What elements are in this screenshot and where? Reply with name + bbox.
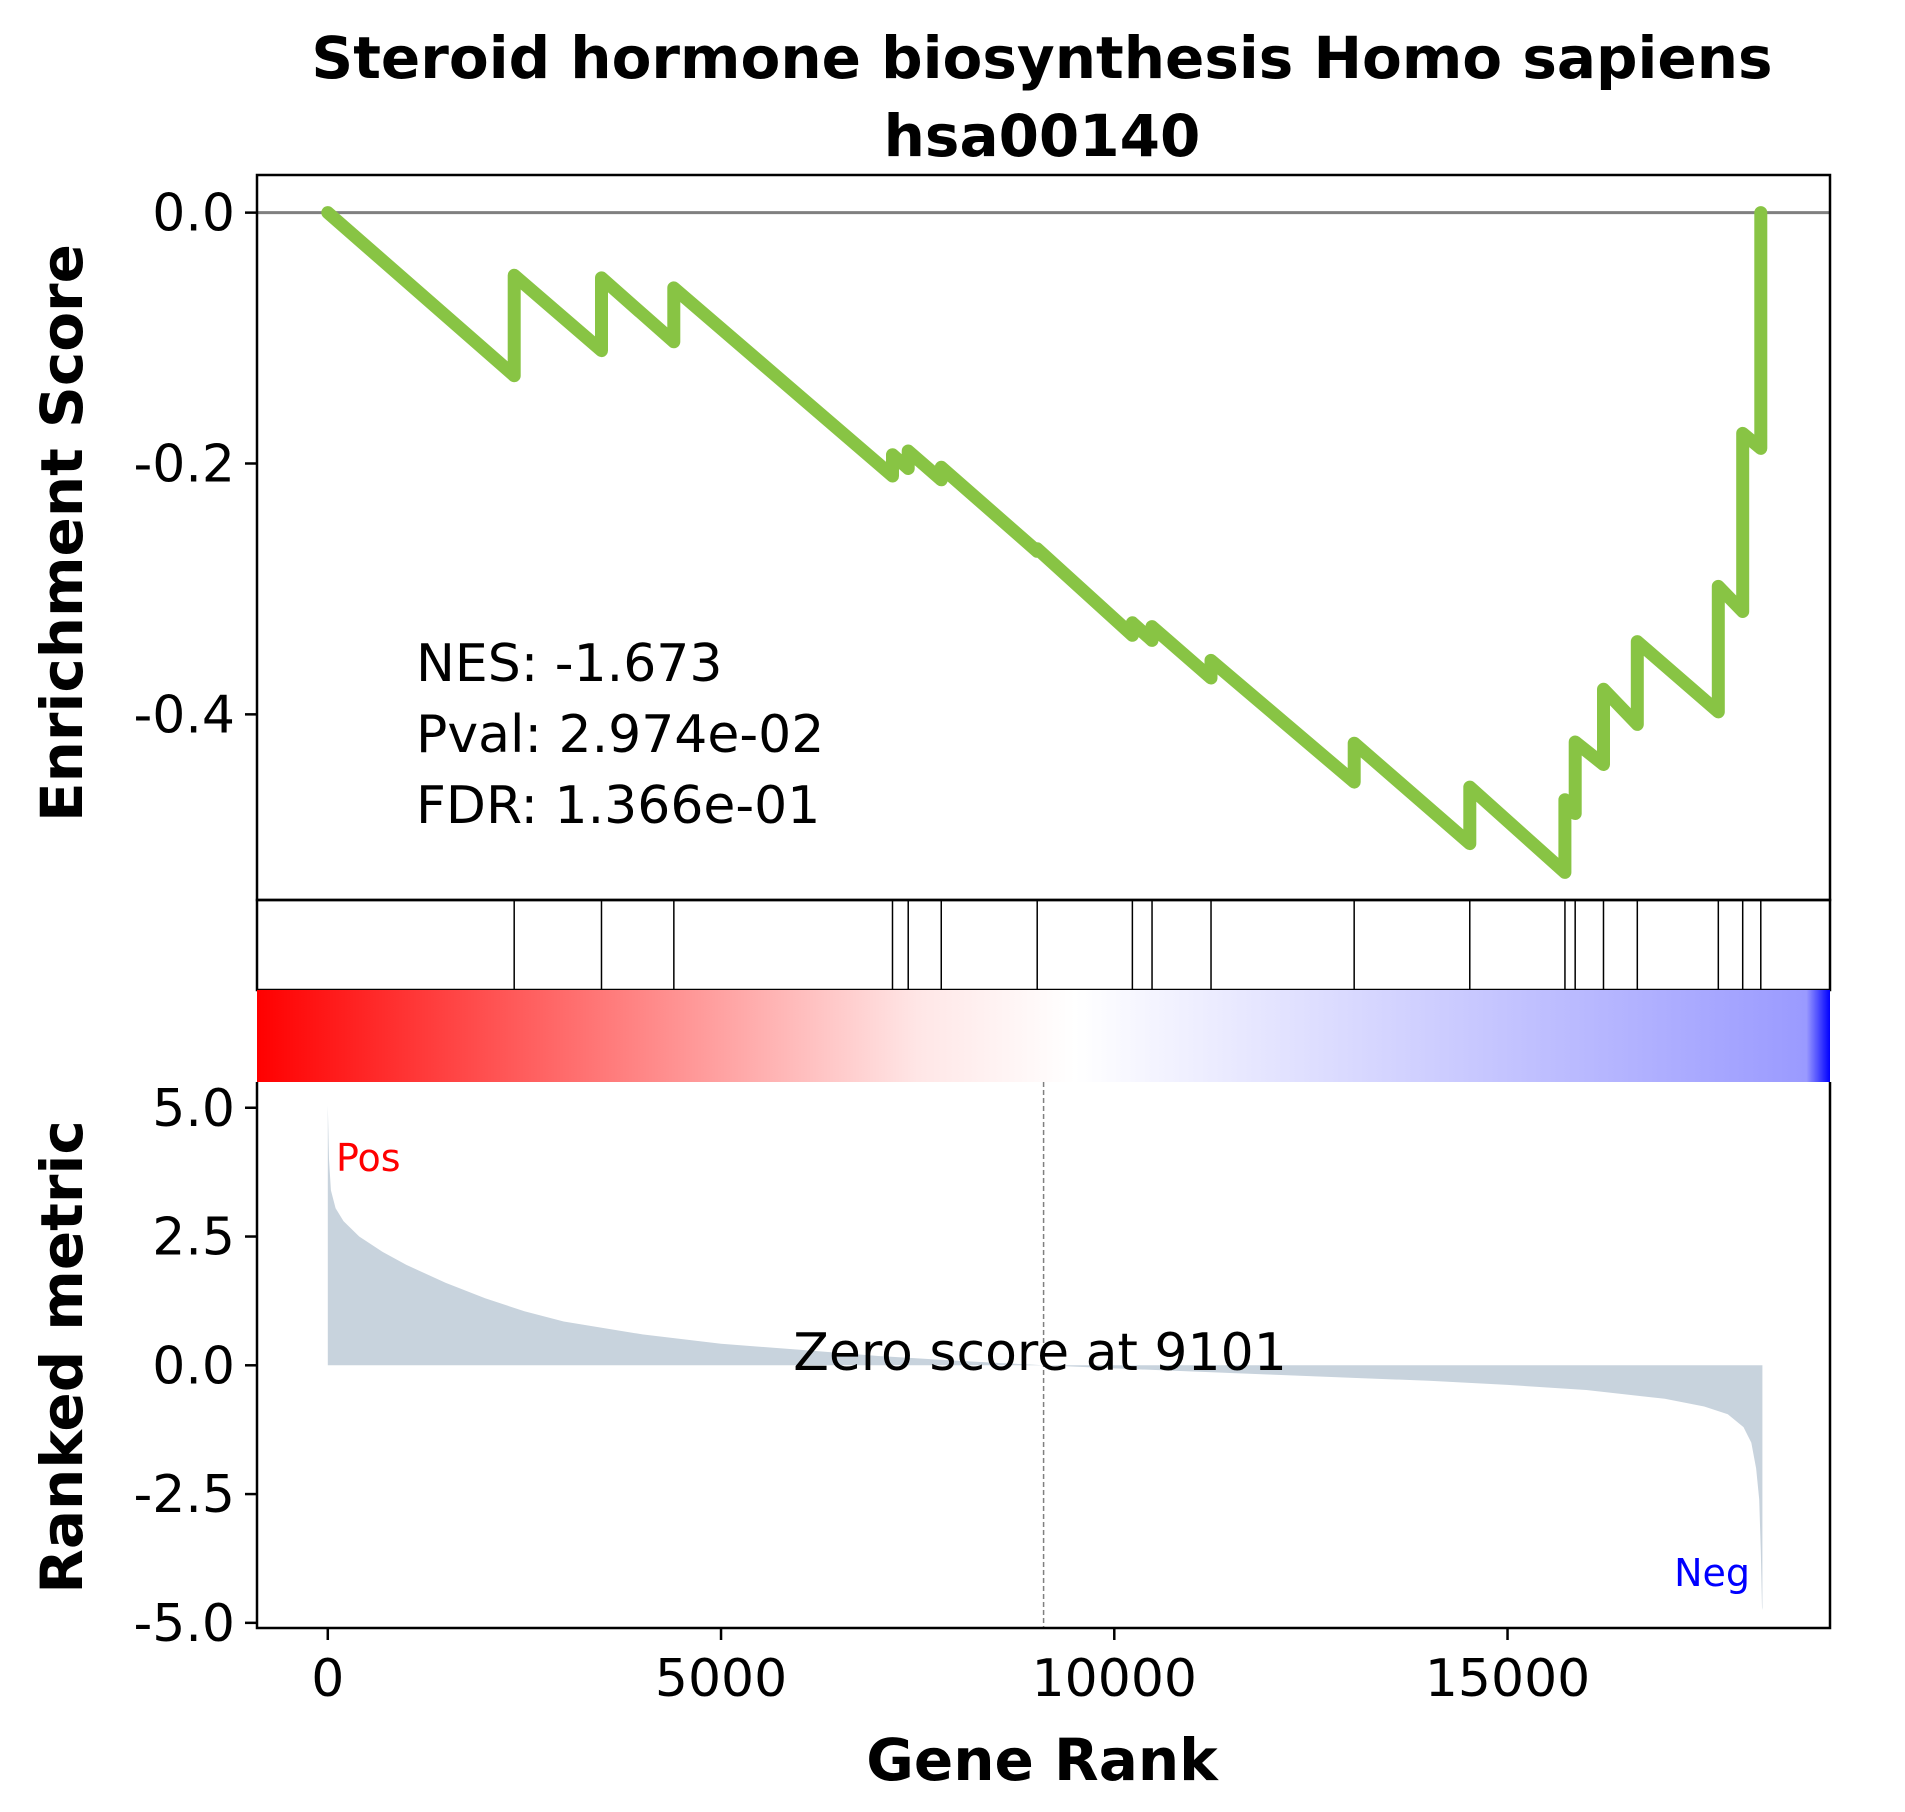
x-ticks: 0 5000 10000 15000 <box>311 1628 1590 1709</box>
rm-y-tick-label: -2.5 <box>134 1465 235 1525</box>
rm-y-ticks: 5.0 2.5 0.0 -2.5 -5.0 <box>134 1079 257 1654</box>
zero-score-label: Zero score at 9101 <box>793 1323 1287 1383</box>
rm-y-tick-label: -5.0 <box>134 1594 235 1654</box>
x-tick-label: 0 <box>311 1649 344 1709</box>
es-y-tick-label: 0.0 <box>152 184 235 244</box>
rm-panel-frame <box>255 1082 1832 1630</box>
hits-panel-frame <box>255 898 1832 992</box>
chart-title-line1: Steroid hormone biosynthesis Homo sapien… <box>311 24 1772 92</box>
es-y-tick-label: -0.4 <box>134 685 235 745</box>
enrichment-score-panel: 0.0-0.2-0.4 NES: -1.673 Pval: 2.974e-02 … <box>134 173 1832 902</box>
x-axis-label: Gene Rank <box>866 1726 1219 1794</box>
rm-y-tick-label: 5.0 <box>152 1079 235 1139</box>
stat-nes: NES: -1.673 <box>416 634 722 694</box>
neg-label: Neg <box>1674 1551 1750 1595</box>
stat-fdr: FDR: 1.366e-01 <box>416 776 820 836</box>
rm-y-tick-label: 2.5 <box>152 1208 235 1268</box>
es-y-tick-label: -0.2 <box>134 434 235 494</box>
pos-label: Pos <box>336 1136 401 1180</box>
es-curve-group <box>321 206 1768 879</box>
chart-title-line2: hsa00140 <box>884 102 1201 170</box>
rm-y-axis-label: Ranked metric <box>28 1120 96 1594</box>
x-tick-label: 10000 <box>1032 1649 1197 1709</box>
es-y-ticks: 0.0 -0.2 -0.4 <box>134 184 257 745</box>
x-tick-label: 5000 <box>655 1649 787 1709</box>
rank-gradient-bar <box>257 990 1830 1082</box>
hit-lines-group <box>513 900 1762 990</box>
stat-pval: Pval: 2.974e-02 <box>416 705 824 765</box>
ranked-metric-panel: 5.0 2.5 0.0 -2.5 -5.0 0 5000 10000 15000 Pos Ne… <box>134 1079 1832 1709</box>
hits-barcode-panel <box>255 898 1832 992</box>
rm-y-tick-label: 0.0 <box>152 1336 235 1396</box>
x-tick-label: 15000 <box>1425 1649 1590 1709</box>
es-y-axis-label: Enrichment Score <box>28 244 96 822</box>
ranked-metric-area <box>327 1105 1763 1610</box>
es-curve <box>321 206 1768 879</box>
